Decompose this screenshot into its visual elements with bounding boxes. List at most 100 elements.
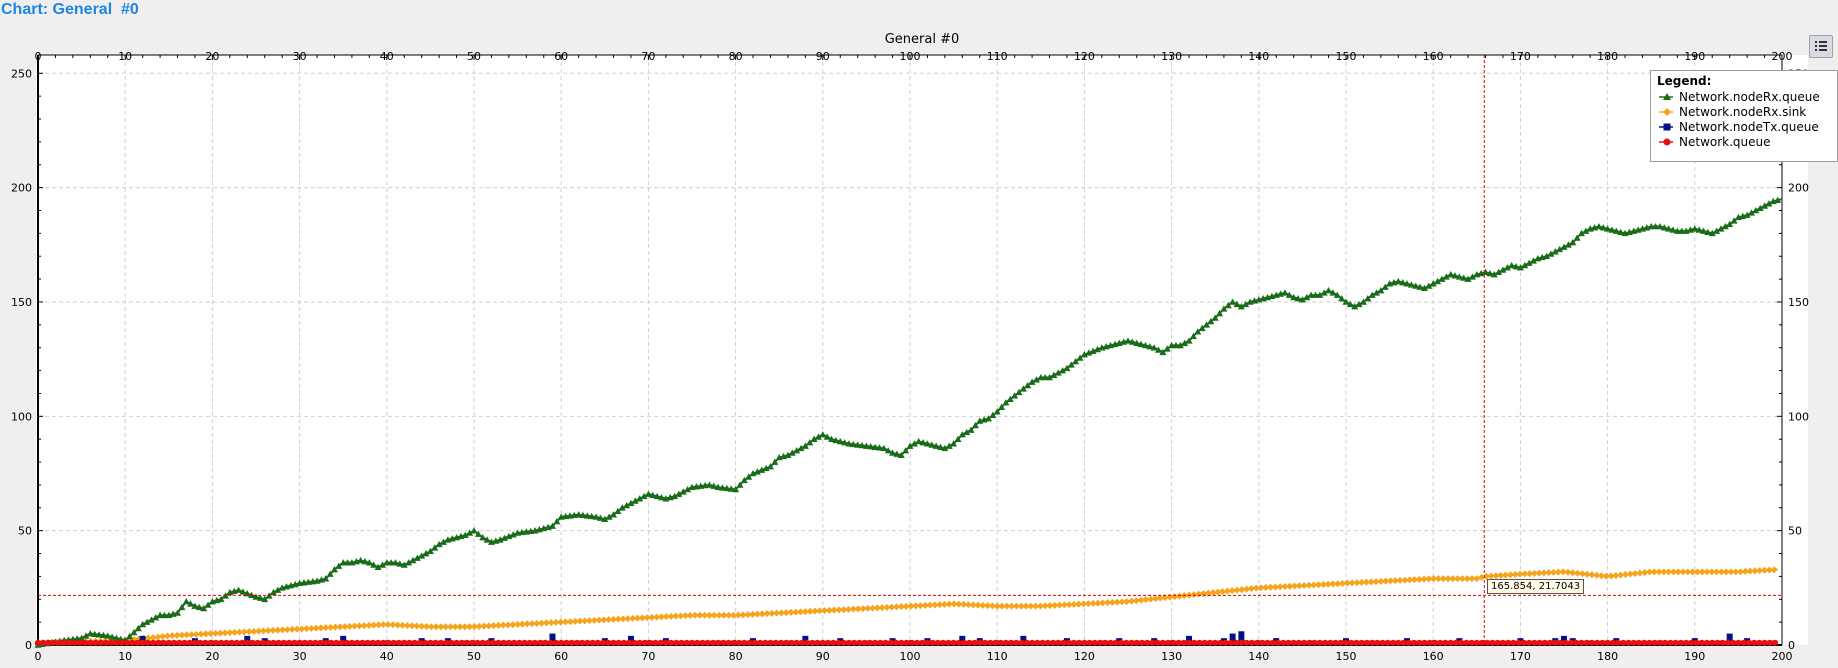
data-point xyxy=(514,620,522,628)
data-point xyxy=(566,618,574,626)
data-point xyxy=(1065,639,1072,646)
data-point xyxy=(1214,588,1222,596)
x-tick-label-top: 130 xyxy=(1161,50,1182,63)
x-tick-label-bottom: 40 xyxy=(380,650,394,663)
data-point xyxy=(677,612,685,620)
data-point xyxy=(940,639,947,646)
data-point xyxy=(1636,569,1644,577)
data-point xyxy=(884,447,892,454)
data-point xyxy=(1688,639,1695,646)
data-point xyxy=(1165,639,1172,646)
data-point xyxy=(1233,300,1241,308)
data-point xyxy=(1346,300,1354,308)
data-point xyxy=(154,633,162,641)
data-point xyxy=(1368,291,1376,298)
data-point xyxy=(1334,580,1342,588)
data-point xyxy=(906,442,914,449)
data-point xyxy=(883,603,891,611)
legend-item-label: Network.queue xyxy=(1679,134,1771,149)
data-point xyxy=(563,639,570,646)
data-point xyxy=(1107,639,1114,646)
data-point xyxy=(1667,639,1674,646)
data-point xyxy=(610,511,618,518)
data-point xyxy=(207,630,215,638)
data-point xyxy=(274,626,282,634)
square-marker-icon xyxy=(1659,123,1673,130)
data-point xyxy=(854,605,862,613)
data-point xyxy=(269,588,277,596)
legend-item[interactable]: Network.nodeRx.sink xyxy=(1657,104,1831,119)
data-point xyxy=(341,623,349,631)
data-point xyxy=(797,444,805,452)
data-point xyxy=(709,639,716,646)
data-point xyxy=(638,614,646,622)
data-point xyxy=(1766,639,1773,646)
data-point xyxy=(1081,639,1088,646)
data-point xyxy=(396,560,404,567)
data-point xyxy=(730,639,737,646)
data-point xyxy=(411,639,418,646)
data-point xyxy=(1175,639,1182,646)
data-point xyxy=(523,620,531,628)
data-point xyxy=(1651,639,1658,646)
data-point xyxy=(1147,595,1155,603)
data-point xyxy=(364,639,371,646)
data-point xyxy=(740,476,748,484)
legend-item[interactable]: Network.queue xyxy=(1657,134,1831,149)
data-point xyxy=(357,556,365,564)
data-point xyxy=(1473,575,1481,583)
data-point xyxy=(1091,639,1098,646)
data-point xyxy=(921,601,929,609)
data-point xyxy=(1490,271,1498,278)
x-tick-label-bottom: 140 xyxy=(1248,650,1269,663)
data-point xyxy=(466,623,474,631)
data-point xyxy=(641,639,648,646)
data-point xyxy=(657,613,665,621)
data-point xyxy=(1059,367,1067,374)
data-point xyxy=(1401,576,1409,584)
data-point xyxy=(1382,577,1390,585)
data-point xyxy=(1689,568,1697,576)
data-point xyxy=(902,602,910,610)
data-point xyxy=(312,639,319,646)
data-point xyxy=(913,639,920,646)
data-point xyxy=(1050,371,1058,378)
data-point xyxy=(327,639,334,646)
data-point xyxy=(926,601,934,609)
legend-item[interactable]: Network.nodeRx.queue xyxy=(1657,89,1831,104)
data-point xyxy=(592,513,600,520)
legend-list-icon[interactable] xyxy=(1809,35,1833,58)
data-point xyxy=(1564,241,1572,248)
data-point xyxy=(648,613,656,621)
data-point xyxy=(197,630,205,638)
data-point xyxy=(557,618,565,626)
data-point xyxy=(1316,639,1323,646)
data-point xyxy=(897,451,905,458)
data-point xyxy=(992,639,999,646)
data-point xyxy=(552,639,559,646)
data-point xyxy=(1756,204,1764,212)
legend[interactable]: Legend: Network.nodeRx.queue Network.node… xyxy=(1650,70,1838,162)
data-point xyxy=(103,639,110,646)
data-point xyxy=(91,630,99,637)
data-point xyxy=(171,639,178,646)
data-point xyxy=(588,512,596,520)
legend-item[interactable]: Network.nodeTx.queue xyxy=(1657,119,1831,134)
data-point xyxy=(1399,279,1407,286)
data-point xyxy=(78,634,86,641)
data-point xyxy=(631,497,639,504)
data-point xyxy=(245,628,253,636)
data-point xyxy=(1149,639,1156,646)
data-point xyxy=(1612,572,1620,580)
data-point xyxy=(736,481,744,488)
data-point xyxy=(466,529,474,536)
data-point xyxy=(1597,572,1605,580)
x-tick-label-bottom: 20 xyxy=(205,650,219,663)
data-point xyxy=(1294,295,1302,302)
data-point xyxy=(1327,639,1334,646)
data-point xyxy=(1395,639,1402,646)
data-point xyxy=(851,639,858,646)
data-point xyxy=(1343,639,1349,646)
data-point xyxy=(710,611,718,619)
